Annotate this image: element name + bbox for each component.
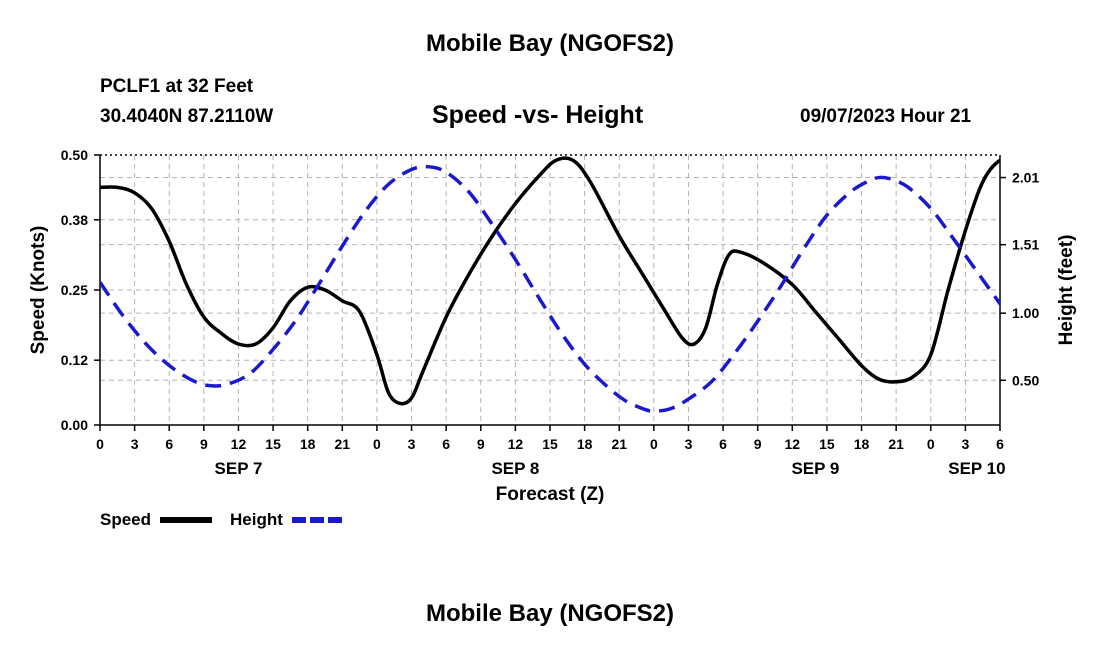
station-label: PCLF1 at 32 Feet	[100, 76, 254, 97]
day-label: SEP 10	[948, 459, 1005, 478]
x-tick-label: 18	[577, 436, 593, 452]
x-tick-label: 3	[961, 436, 969, 452]
x-tick-label: 9	[200, 436, 208, 452]
y-left-tick-label: 0.25	[61, 282, 88, 298]
x-axis-title: Forecast (Z)	[496, 484, 605, 505]
y-left-tick-label: 0.38	[61, 212, 88, 228]
x-tick-label: 12	[508, 436, 524, 452]
x-tick-label: 18	[300, 436, 316, 452]
y-axis-right-title: Height (feet)	[1056, 235, 1077, 346]
x-tick-label: 6	[719, 436, 727, 452]
x-tick-label: 6	[442, 436, 450, 452]
day-label: SEP 8	[491, 459, 539, 478]
x-tick-label: 0	[373, 436, 381, 452]
y-left-tick-label: 0.12	[61, 352, 88, 368]
next-chart-title: Mobile Bay (NGOFS2)	[425, 600, 675, 627]
y-left-tick-label: 0.50	[61, 147, 88, 163]
chart-subtitle: Speed -vs- Height	[432, 101, 644, 129]
x-tick-label: 0	[927, 436, 935, 452]
x-tick-label: 6	[996, 436, 1004, 452]
x-tick-label: 3	[131, 436, 139, 452]
x-tick-label: 0	[650, 436, 658, 452]
y-left-tick-label: 0.00	[61, 417, 88, 433]
legend-label-height: Height	[230, 510, 283, 529]
x-tick-label: 9	[754, 436, 762, 452]
x-tick-label: 12	[231, 436, 247, 452]
x-tick-label: 21	[335, 436, 351, 452]
x-tick-label: 15	[819, 436, 835, 452]
series-line-height	[100, 164, 1000, 413]
x-tick-label: 21	[611, 436, 627, 452]
series-group	[100, 156, 1000, 413]
series-line-speed	[100, 156, 1000, 406]
station-coordinates: 30.4040N 87.2110W	[100, 106, 274, 127]
x-tick-label: 12	[785, 436, 801, 452]
day-label: SEP 7	[215, 459, 263, 478]
chart-title: Mobile Bay (NGOFS2)	[425, 30, 675, 57]
x-tick-label: 9	[477, 436, 485, 452]
y-right-tick-label: 1.00	[1012, 305, 1039, 321]
x-tick-label: 0	[96, 436, 104, 452]
legend-label-speed: Speed	[100, 510, 151, 529]
y-right-tick-label: 1.51	[1012, 237, 1039, 253]
x-tick-label: 21	[888, 436, 904, 452]
y-right-tick-label: 0.50	[1012, 372, 1039, 388]
x-tick-label: 15	[542, 436, 558, 452]
x-tick-label: 18	[854, 436, 870, 452]
x-tick-label: 6	[165, 436, 173, 452]
x-tick-label: 3	[408, 436, 416, 452]
x-tick-label: 3	[685, 436, 693, 452]
x-tick-label: 15	[265, 436, 281, 452]
y-right-tick-label: 2.01	[1012, 170, 1039, 186]
day-label: SEP 9	[791, 459, 839, 478]
y-axis-left-title: Speed (Knots)	[28, 226, 49, 355]
forecast-datetime: 09/07/2023 Hour 21	[800, 106, 972, 127]
